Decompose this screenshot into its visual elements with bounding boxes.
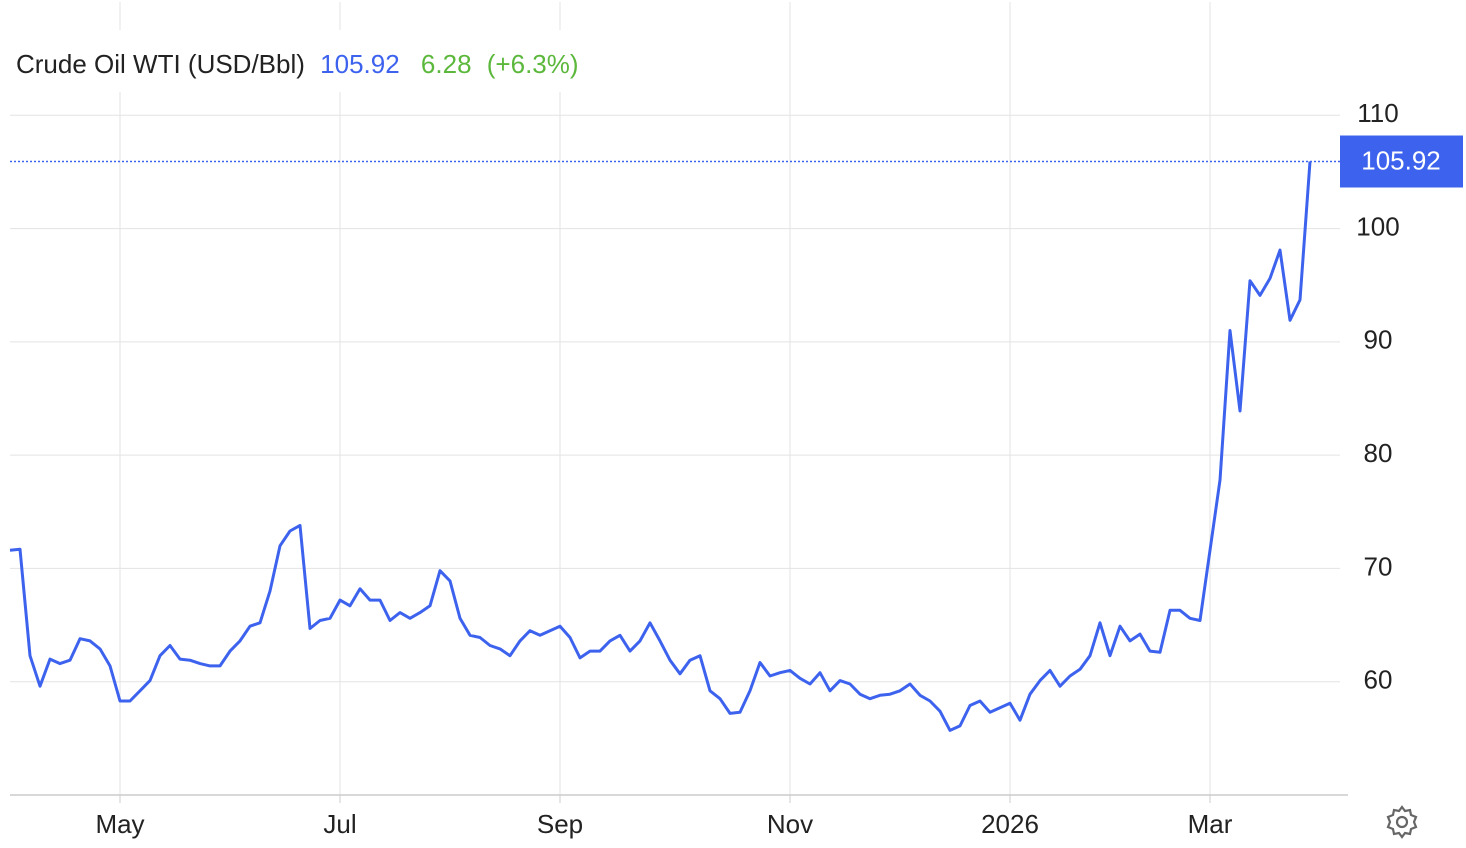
chart-title: Crude Oil WTI (USD/Bbl) <box>16 49 305 79</box>
y-tick-label: 70 <box>1364 551 1393 581</box>
x-tick-label: Sep <box>537 809 583 839</box>
header: Crude Oil WTI (USD/Bbl) 105.92 6.28 (+6.… <box>16 49 579 79</box>
x-tick-label: Jul <box>323 809 356 839</box>
y-tick-label: 110 <box>1357 98 1398 128</box>
change-pct: (+6.3%) <box>487 49 579 79</box>
last-price: 105.92 <box>320 49 400 79</box>
header-bg <box>8 30 648 92</box>
last-price-label: 105.92 <box>1361 145 1441 175</box>
x-tick-label: 2026 <box>981 809 1039 839</box>
x-tick-label: Nov <box>767 809 813 839</box>
y-tick-label: 90 <box>1364 325 1393 355</box>
x-tick-label: May <box>95 809 144 839</box>
last-price-box <box>1340 135 1463 188</box>
settings-icon[interactable] <box>1386 805 1418 839</box>
y-tick-label: 100 <box>1356 211 1399 241</box>
y-tick-label: 60 <box>1364 665 1393 695</box>
y-tick-label: 80 <box>1364 438 1393 468</box>
x-tick-label: Mar <box>1188 809 1233 839</box>
change: 6.28 <box>421 49 472 79</box>
grid <box>10 2 1348 803</box>
price-line <box>9 161 1312 732</box>
